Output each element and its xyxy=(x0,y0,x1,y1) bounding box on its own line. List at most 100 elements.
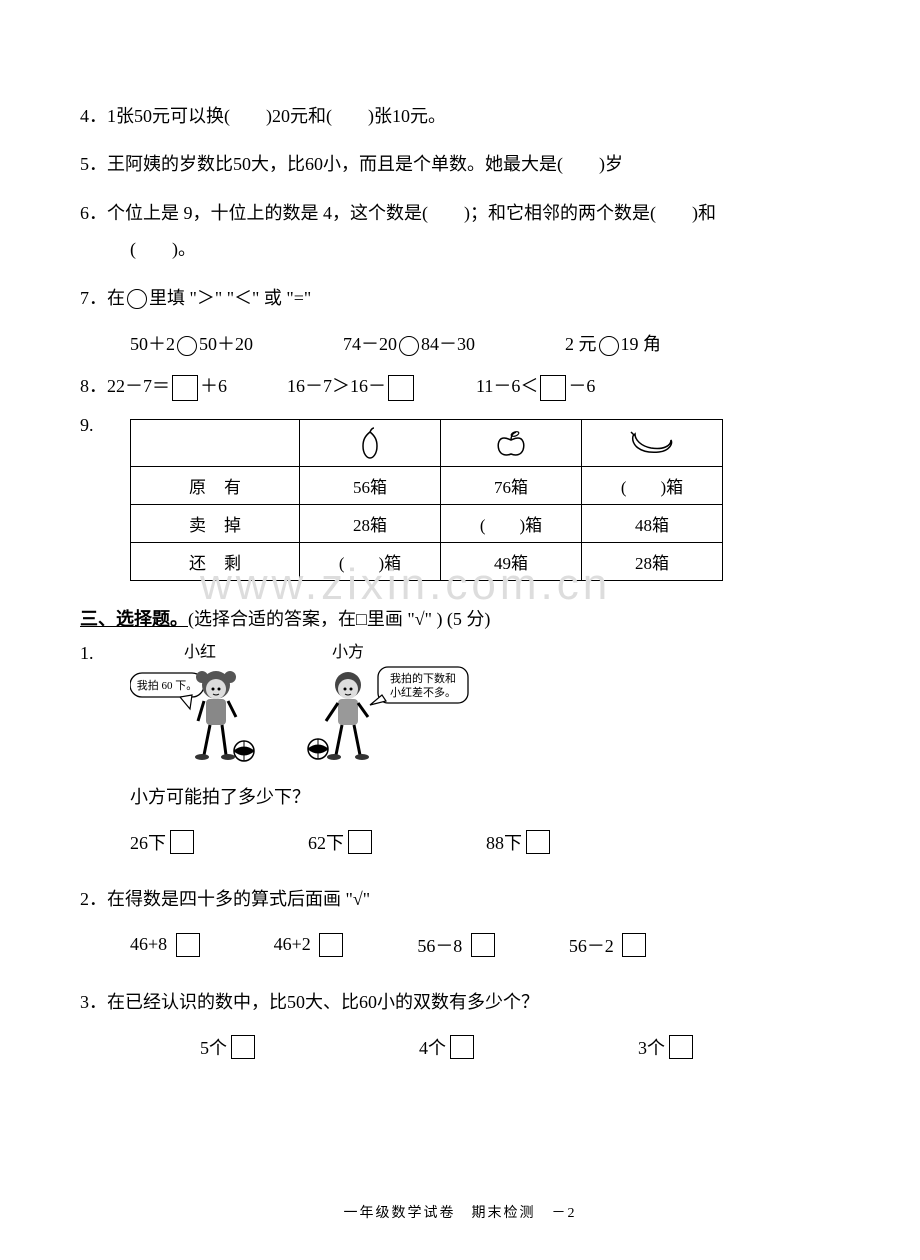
banana-icon xyxy=(629,430,675,456)
opt-label: 3个 xyxy=(638,1034,665,1060)
q8: 8．22－7＝＋6 16－7＞16－ 11－6＜ －6 xyxy=(80,372,840,401)
bubble-b1: 我拍的下数和 xyxy=(390,671,456,685)
opt-label: 88下 xyxy=(486,829,522,855)
q3-2: 2．在得数是四十多的算式后面画 "√" xyxy=(80,883,840,915)
q8-part2: 16－7＞16－ xyxy=(287,372,416,401)
table-row: 还剩 ( )箱 49箱 28箱 xyxy=(131,542,723,580)
cell: 还剩 xyxy=(131,542,300,580)
circle-icon xyxy=(599,336,619,356)
bubble-b2: 小红差不多。 xyxy=(390,685,456,699)
opt: 5个 xyxy=(200,1034,259,1060)
check-box[interactable] xyxy=(526,830,550,854)
opt-label: 56－2 xyxy=(569,932,614,958)
opt: 56－8 xyxy=(417,932,499,958)
q7-head-a: 7．在 xyxy=(80,288,125,308)
check-box[interactable] xyxy=(450,1035,474,1059)
opt-label: 56－8 xyxy=(417,932,462,958)
table-row-header xyxy=(131,419,723,466)
q7-opt3: 2 元 19 角 xyxy=(565,330,661,356)
circle-icon xyxy=(177,336,197,356)
kid-b-name: 小方 xyxy=(332,643,364,661)
q3-1-row: 1. 小红 小方 我拍 60 下。 xyxy=(80,643,840,781)
q9-num: 9. xyxy=(80,415,130,436)
opt: 46+8 xyxy=(130,932,204,958)
q6-line2: ( )。 xyxy=(80,233,840,265)
kid-a-name: 小红 xyxy=(184,643,216,661)
q9: 9. xyxy=(80,415,840,581)
opt-label: 46+2 xyxy=(274,934,311,955)
circle-icon xyxy=(127,289,147,309)
q7-3a: 2 元 xyxy=(565,334,597,354)
cell: ( )箱 xyxy=(582,466,723,504)
bubble-a-text: 我拍 60 下。 xyxy=(137,678,198,692)
opt: 4个 xyxy=(419,1034,478,1060)
check-box[interactable] xyxy=(170,830,194,854)
opt: 88下 xyxy=(486,829,554,855)
children-svg: 小红 小方 我拍 60 下。 xyxy=(130,643,470,773)
q6-line1: 6．个位上是 9，十位上的数是 4，这个数是( )；和它相邻的两个数是( )和 xyxy=(80,197,840,229)
q7-head-b: 里填 "＞" "＜" 或 "=" xyxy=(149,288,311,308)
blank-box xyxy=(388,375,414,401)
check-box[interactable] xyxy=(622,933,646,957)
section3-title: 三、选择题。 xyxy=(80,609,188,629)
blank-box xyxy=(172,375,198,401)
cell: 原有 xyxy=(131,466,300,504)
opt: 56－2 xyxy=(569,932,651,958)
q7-opt2: 74－20 84－30 xyxy=(343,330,475,356)
q9-table: 原有 56箱 76箱 ( )箱 卖掉 28箱 ( )箱 48箱 还剩 ( )箱 … xyxy=(130,419,723,581)
section3-head: 三、选择题。(选择合适的答案，在□里画 "√" ) (5 分) xyxy=(80,605,840,631)
blank-box xyxy=(540,375,566,401)
q8-1b: ＋6 xyxy=(200,376,227,396)
check-box[interactable] xyxy=(176,933,200,957)
q7-options: 50＋2 50＋20 74－20 84－30 2 元 19 角 xyxy=(80,330,840,356)
q8-3b: －6 xyxy=(568,376,595,396)
q3-2-opts: 46+8 46+2 56－8 56－2 xyxy=(80,932,840,958)
q3-1: 1. 小红 小方 我拍 60 下。 xyxy=(80,643,840,855)
apple-icon xyxy=(494,428,528,458)
cell: 28箱 xyxy=(300,504,441,542)
q7-head: 7．在 里填 "＞" "＜" 或 "=" xyxy=(80,282,840,314)
section3-note: (选择合适的答案，在□里画 "√" ) (5 分) xyxy=(188,609,490,629)
pear-icon xyxy=(355,426,385,460)
opt: 3个 xyxy=(638,1034,697,1060)
opt: 62下 xyxy=(308,829,376,855)
check-box[interactable] xyxy=(348,830,372,854)
cell: 48箱 xyxy=(582,504,723,542)
cell: 28箱 xyxy=(582,542,723,580)
q7-opt1: 50＋2 50＋20 xyxy=(130,330,253,356)
check-box[interactable] xyxy=(471,933,495,957)
check-box[interactable] xyxy=(669,1035,693,1059)
q8-part1: 8．22－7＝＋6 xyxy=(80,372,227,401)
q7-3b: 19 角 xyxy=(621,334,662,354)
opt: 26下 xyxy=(130,829,198,855)
kids-illustration: 小红 小方 我拍 60 下。 xyxy=(130,643,470,773)
q7-2b: 84－30 xyxy=(421,334,475,354)
q3-1-question: 小方可能拍了多少下？ xyxy=(80,781,840,813)
table-row: 原有 56箱 76箱 ( )箱 xyxy=(131,466,723,504)
circle-icon xyxy=(399,336,419,356)
cell: ( )箱 xyxy=(441,504,582,542)
cell: 49箱 xyxy=(441,542,582,580)
opt-label: 46+8 xyxy=(130,934,167,955)
cell: 76箱 xyxy=(441,466,582,504)
table-row: 卖掉 28箱 ( )箱 48箱 xyxy=(131,504,723,542)
cell: 卖掉 xyxy=(131,504,300,542)
opt-label: 4个 xyxy=(419,1034,446,1060)
q3-3-opts: 5个 4个 3个 xyxy=(80,1034,840,1060)
cell: ( )箱 xyxy=(300,542,441,580)
check-box[interactable] xyxy=(231,1035,255,1059)
opt-label: 62下 xyxy=(308,829,344,855)
q4: 4．1张50元可以换( )20元和( )张10元。 xyxy=(80,100,840,132)
q8-2a: 16－7＞16－ xyxy=(287,376,386,396)
q5: 5．王阿姨的岁数比50大，比60小，而且是个单数。她最大是( )岁 xyxy=(80,148,840,180)
page-footer: 一年级数学试卷 期末检测 －2 xyxy=(0,1202,920,1222)
q3-3: 3．在已经认识的数中，比50大、比60小的双数有多少个？ xyxy=(80,986,840,1018)
check-box[interactable] xyxy=(319,933,343,957)
cell: 56箱 xyxy=(300,466,441,504)
q7-1b: 50＋20 xyxy=(199,334,253,354)
q7-2a: 74－20 xyxy=(343,334,397,354)
q8-3a: 11－6＜ xyxy=(476,376,538,396)
opt: 46+2 xyxy=(274,932,348,958)
q7-1a: 50＋2 xyxy=(130,334,175,354)
q3-1-num: 1. xyxy=(80,643,130,781)
